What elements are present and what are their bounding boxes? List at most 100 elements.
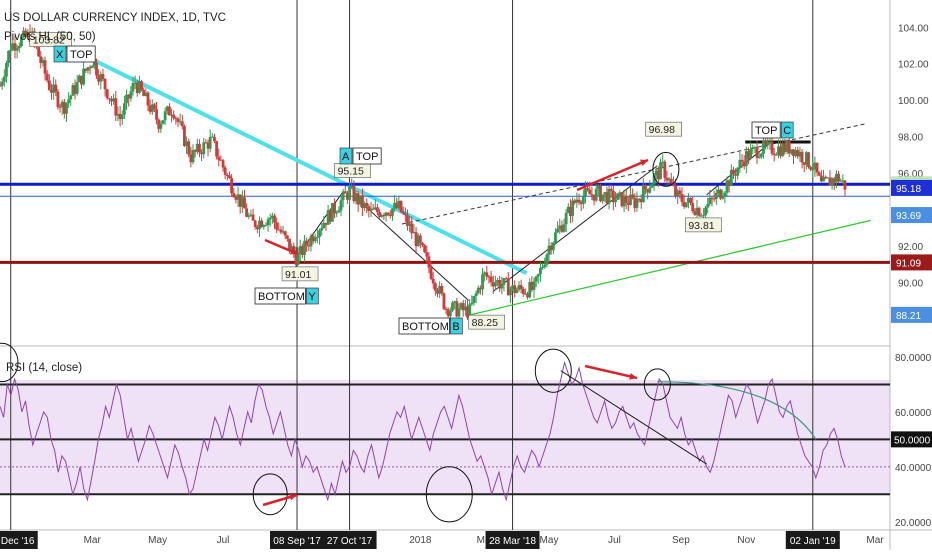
candle-body [509, 288, 512, 296]
candle-body [781, 143, 785, 156]
candle-body [609, 188, 613, 191]
candle-body [734, 174, 737, 176]
candle-body [826, 177, 830, 179]
candle-body [262, 225, 266, 228]
date-badge-bg [485, 531, 540, 549]
candle-body [127, 94, 131, 99]
candle-body [191, 150, 195, 163]
candle-body [391, 208, 394, 216]
candle-body [541, 267, 544, 269]
candle-body [165, 106, 169, 112]
candle-body [631, 194, 635, 198]
candle-body [459, 303, 463, 309]
candle-body [247, 215, 251, 217]
price-tick-label: 96.00 [898, 169, 923, 180]
candle-body [616, 193, 620, 200]
candle-body [787, 140, 791, 154]
candle-body [110, 99, 113, 102]
dashed-channel-line [402, 123, 866, 225]
candle-body [656, 170, 660, 180]
candle-body [513, 285, 517, 293]
candle-body [56, 91, 60, 107]
candle-body [418, 235, 422, 243]
candle-body [414, 232, 418, 247]
candle-body [264, 225, 268, 227]
candle-body [802, 162, 806, 165]
candle-body [341, 191, 345, 201]
rsi-tick-label: 60.0000 [895, 408, 932, 419]
candle-body [294, 253, 298, 265]
candle-body [569, 206, 572, 216]
candle-body [273, 215, 276, 223]
candle-body [161, 120, 165, 124]
green-uptrend-line [469, 219, 871, 316]
candle-body [785, 140, 789, 152]
candle-body [172, 114, 176, 119]
candle-body [768, 141, 772, 143]
candle-body [234, 197, 238, 200]
candle-body [496, 279, 499, 283]
indicator-title: Pivots HL (50, 50) [4, 31, 96, 43]
candle-body [210, 136, 214, 138]
candle-body [573, 200, 577, 203]
wave-letter: C [783, 125, 791, 137]
candle-body [90, 66, 94, 69]
candle-body [251, 214, 255, 221]
candle-body [463, 306, 467, 311]
candle-body [322, 222, 326, 229]
candle-body [663, 161, 667, 178]
candle-body [800, 151, 804, 163]
candle-body [455, 301, 459, 317]
candle-body [719, 189, 722, 199]
candle-body [185, 141, 188, 147]
candle-body [813, 162, 817, 170]
candle-body [159, 123, 163, 129]
candle-body [637, 198, 641, 200]
price-tag-bg [891, 207, 932, 224]
candle-body [283, 231, 287, 236]
candle-body [232, 193, 236, 198]
candle-body [759, 153, 763, 157]
date-badge-label: 27 Oct '17 [327, 536, 373, 547]
candle-body [270, 215, 274, 218]
candle-body [819, 175, 823, 182]
candle-body [744, 151, 748, 167]
candle-body [611, 190, 615, 203]
candle-body [766, 141, 770, 145]
red-arrow-head [289, 493, 297, 501]
candle-body [461, 303, 465, 311]
price-tag-label: 88.21 [896, 311, 921, 322]
rsi-tick-label: 40.0000 [895, 463, 932, 474]
price-tag-label: 91.09 [896, 258, 921, 269]
candle-body [92, 62, 96, 67]
candle-body [101, 74, 105, 79]
candle-body [238, 194, 242, 207]
candle-body [837, 173, 840, 182]
candle-body [388, 214, 392, 216]
wave-line [352, 194, 469, 301]
candle-body [665, 177, 669, 181]
candle-body [421, 242, 424, 246]
candle-body [777, 146, 780, 155]
candle-body [410, 223, 414, 234]
candle-body [478, 287, 482, 290]
candle-body [622, 195, 626, 207]
pivot-label: 93.81 [688, 220, 714, 232]
candle-body [680, 194, 684, 202]
candle-body [189, 154, 193, 163]
candle-body [5, 63, 8, 77]
candle-body [202, 142, 206, 155]
time-tick-label: Ma [477, 535, 491, 546]
candle-body [75, 82, 79, 94]
candle-body [73, 85, 77, 94]
candle-body [114, 98, 118, 116]
candle-body [648, 187, 652, 193]
candle-body [309, 236, 313, 247]
candle-body [618, 192, 622, 194]
candle-body [311, 236, 315, 242]
candle-body [125, 94, 128, 104]
candle-body [77, 75, 81, 83]
candle-body [62, 101, 66, 114]
candle-body [448, 310, 452, 317]
candle-body [549, 245, 553, 251]
